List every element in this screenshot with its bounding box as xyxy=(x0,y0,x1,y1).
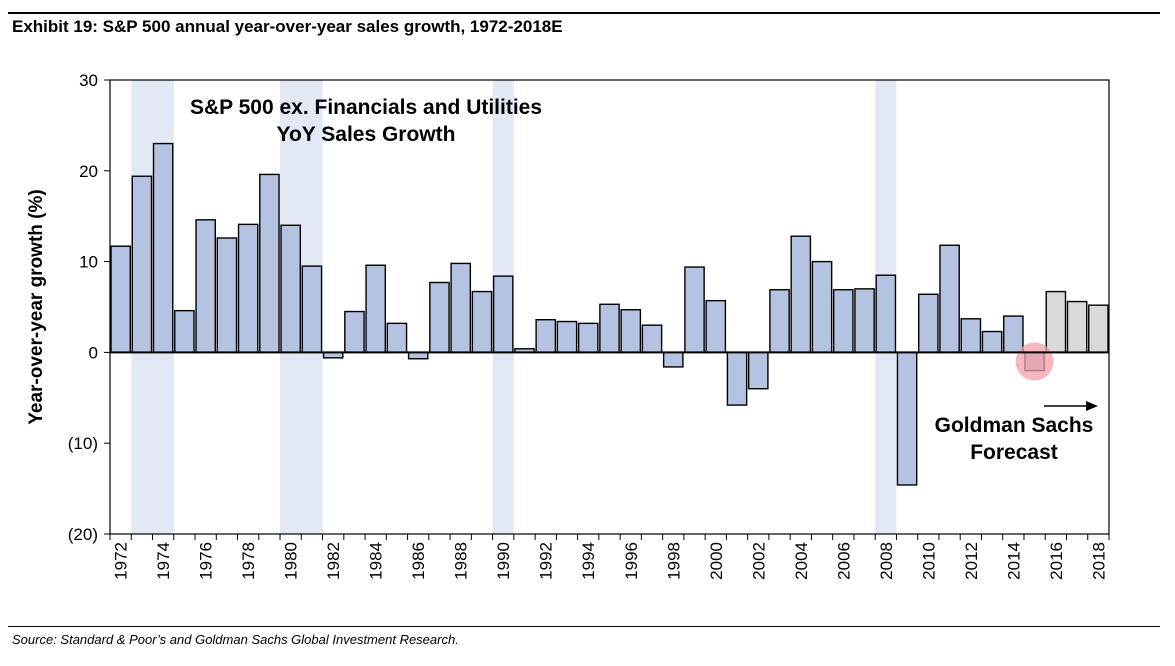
bar-1979 xyxy=(259,173,280,354)
bars xyxy=(110,142,1109,486)
forecast-arrow xyxy=(1044,401,1098,411)
series-label-line1: S&P 500 ex. Financials and Utilities xyxy=(190,96,542,119)
bar-1984 xyxy=(365,264,387,354)
y-tick-label: 10 xyxy=(79,253,98,272)
x-tick-label: 1986 xyxy=(409,542,428,580)
x-tick-label: 2016 xyxy=(1047,542,1066,580)
bar-1990 xyxy=(492,275,514,354)
x-tick-label: 2014 xyxy=(1004,542,1023,580)
x-tick-label: 2010 xyxy=(919,542,938,580)
x-tick-label: 2018 xyxy=(1089,542,1108,580)
x-tick-label: 1984 xyxy=(367,542,386,580)
y-tick-label: (10) xyxy=(68,434,98,453)
bar-2009 xyxy=(896,351,918,486)
series-label-line2: YoY Sales Growth xyxy=(277,123,456,146)
forecast-label-line1: Goldman Sachs xyxy=(935,414,1094,437)
x-tick-label: 1974 xyxy=(154,542,173,580)
bar-2017 xyxy=(1066,300,1088,354)
y-tick-label: (20) xyxy=(68,525,98,544)
x-tick-label: 1994 xyxy=(579,542,598,580)
bar-1998 xyxy=(662,351,684,368)
bar-2018 xyxy=(1088,304,1109,354)
x-tick-label: 1978 xyxy=(239,542,258,580)
x-tick-label: 2006 xyxy=(834,542,853,580)
bar-1992 xyxy=(535,319,557,354)
highlight-circle-2015 xyxy=(1015,342,1054,381)
bar-1978 xyxy=(237,223,259,354)
bar-2013 xyxy=(981,330,1003,354)
bar-2003 xyxy=(769,289,790,354)
bar-2012 xyxy=(960,318,982,354)
bar-1999 xyxy=(684,266,705,354)
bar-1981 xyxy=(301,265,323,354)
bar-1996 xyxy=(620,309,642,354)
x-tick-label: 1988 xyxy=(452,542,471,580)
bar-2005 xyxy=(811,260,833,354)
y-tick-label: 30 xyxy=(79,71,98,90)
plot-frame xyxy=(109,79,1110,535)
bar-1983 xyxy=(344,310,365,354)
bar-1993 xyxy=(556,320,578,354)
bar-2006 xyxy=(832,289,854,354)
bar-1995 xyxy=(599,303,620,354)
bar-2007 xyxy=(854,288,875,354)
x-tick-label: 1982 xyxy=(324,542,343,580)
bar-2002 xyxy=(747,351,769,390)
bar-2016 xyxy=(1045,290,1067,354)
y-axis: 30 20 10 0 (10) (20) xyxy=(68,71,110,544)
bar-2008 xyxy=(875,274,897,354)
bar-2010 xyxy=(918,293,939,354)
bar-2001 xyxy=(726,351,748,406)
bar-1972 xyxy=(110,245,131,354)
plot-border xyxy=(109,79,1110,535)
x-tick-label: 1992 xyxy=(537,542,556,580)
exhibit-title: Exhibit 19: S&P 500 annual year-over-yea… xyxy=(12,17,563,36)
bar-1994 xyxy=(577,322,599,354)
x-tick-label: 2008 xyxy=(877,542,896,580)
x-tick-label: 1972 xyxy=(112,542,131,580)
x-tick-label: 2000 xyxy=(707,542,726,580)
bar-2014 xyxy=(1003,315,1024,354)
x-tick-label: 2004 xyxy=(792,542,811,580)
x-axis: 1972 1974 1976 1978 1980 1982 1984 1986 1988 1990… xyxy=(109,534,1110,580)
x-tick-label: 1996 xyxy=(622,542,641,580)
forecast-label-line2: Forecast xyxy=(970,441,1058,464)
bar-2004 xyxy=(790,235,812,354)
bar-1976 xyxy=(195,219,216,354)
bar-1985 xyxy=(386,322,408,354)
bar-2000 xyxy=(705,299,727,354)
top-rule xyxy=(8,12,1160,14)
x-tick-label: 2002 xyxy=(749,542,768,580)
x-tick-label: 2012 xyxy=(962,542,981,580)
y-tick-label: 0 xyxy=(89,343,98,362)
bar-1974 xyxy=(152,142,174,354)
bar-1989 xyxy=(471,290,493,354)
bar-1988 xyxy=(450,262,472,354)
bar-1987 xyxy=(429,281,450,354)
bar-2011 xyxy=(939,244,960,354)
x-tick-label: 1980 xyxy=(282,542,301,580)
bar-1977 xyxy=(216,237,238,354)
x-tick-label: 1998 xyxy=(664,542,683,580)
bar-1980 xyxy=(280,224,301,354)
y-tick-label: 20 xyxy=(79,162,98,181)
bar-1997 xyxy=(641,324,663,354)
x-tick-label: 1976 xyxy=(197,542,216,580)
bottom-rule xyxy=(8,626,1160,627)
x-tick-label: 1990 xyxy=(494,542,513,580)
bar-1975 xyxy=(174,309,195,354)
bar-1973 xyxy=(131,175,153,354)
y-axis-title: Year-over-year growth (%) xyxy=(26,189,47,424)
source-note: Source: Standard & Poor’s and Goldman Sa… xyxy=(12,632,459,647)
